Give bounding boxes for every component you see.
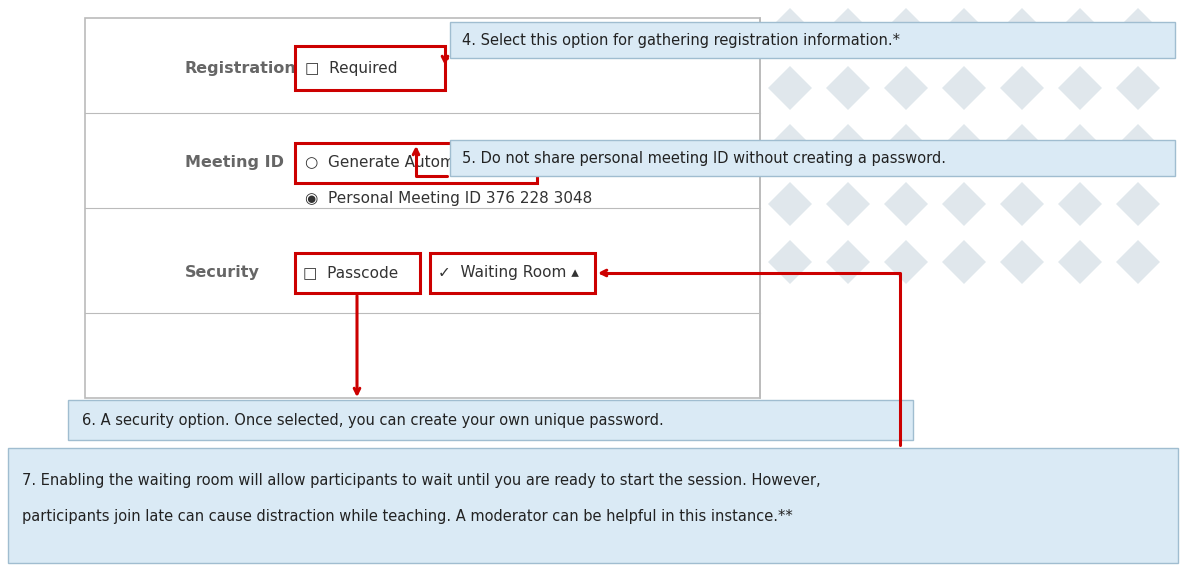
Text: 6. A security option. Once selected, you can create your own unique password.: 6. A security option. Once selected, you… [82, 412, 664, 428]
Polygon shape [1116, 66, 1160, 110]
Polygon shape [1058, 240, 1102, 284]
FancyBboxPatch shape [68, 400, 913, 440]
FancyBboxPatch shape [431, 253, 595, 293]
Polygon shape [1058, 182, 1102, 226]
Polygon shape [1116, 124, 1160, 168]
Polygon shape [942, 124, 986, 168]
Text: Registration: Registration [185, 61, 296, 75]
Polygon shape [942, 240, 986, 284]
Polygon shape [825, 8, 871, 52]
Text: Security: Security [185, 266, 260, 280]
FancyBboxPatch shape [295, 46, 445, 90]
Polygon shape [1000, 240, 1044, 284]
Polygon shape [825, 124, 871, 168]
Polygon shape [825, 66, 871, 110]
Polygon shape [825, 240, 871, 284]
Polygon shape [769, 182, 812, 226]
FancyBboxPatch shape [295, 143, 537, 183]
Polygon shape [1000, 8, 1044, 52]
Polygon shape [1058, 8, 1102, 52]
FancyBboxPatch shape [8, 448, 1178, 563]
Polygon shape [769, 8, 812, 52]
FancyBboxPatch shape [449, 22, 1175, 58]
Text: participants join late can cause distraction while teaching. A moderator can be : participants join late can cause distrac… [23, 509, 792, 524]
Polygon shape [1116, 240, 1160, 284]
Text: ◉  Personal Meeting ID 376 228 3048: ◉ Personal Meeting ID 376 228 3048 [305, 191, 592, 206]
Polygon shape [769, 66, 812, 110]
Polygon shape [1116, 8, 1160, 52]
Text: □  Passcode: □ Passcode [302, 266, 398, 280]
FancyBboxPatch shape [295, 253, 420, 293]
Polygon shape [942, 8, 986, 52]
Text: 7. Enabling the waiting room will allow participants to wait until you are ready: 7. Enabling the waiting room will allow … [23, 472, 821, 488]
Polygon shape [884, 66, 927, 110]
Polygon shape [884, 124, 927, 168]
Polygon shape [942, 182, 986, 226]
Text: 4. Select this option for gathering registration information.*: 4. Select this option for gathering regi… [463, 33, 900, 47]
Text: ✓  Waiting Room ▴: ✓ Waiting Room ▴ [438, 266, 579, 280]
Polygon shape [884, 8, 927, 52]
Polygon shape [1058, 124, 1102, 168]
Polygon shape [825, 182, 871, 226]
Polygon shape [769, 124, 812, 168]
Polygon shape [1000, 124, 1044, 168]
Text: □  Required: □ Required [305, 61, 397, 75]
Polygon shape [1058, 66, 1102, 110]
Text: 5. Do not share personal meeting ID without creating a password.: 5. Do not share personal meeting ID with… [463, 151, 946, 166]
FancyBboxPatch shape [449, 140, 1175, 176]
FancyBboxPatch shape [85, 18, 760, 398]
Polygon shape [1000, 182, 1044, 226]
Polygon shape [884, 182, 927, 226]
Text: Meeting ID: Meeting ID [185, 155, 283, 171]
Polygon shape [942, 66, 986, 110]
Polygon shape [884, 240, 927, 284]
Polygon shape [1000, 66, 1044, 110]
Polygon shape [769, 240, 812, 284]
Polygon shape [1116, 182, 1160, 226]
Text: ○  Generate Automatically: ○ Generate Automatically [305, 155, 510, 171]
